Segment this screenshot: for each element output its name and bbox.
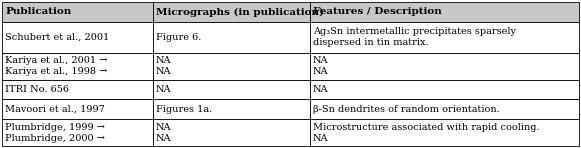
- Bar: [310, 2, 579, 22]
- Bar: [2, 79, 153, 99]
- Bar: [153, 22, 310, 53]
- Text: NA: NA: [313, 85, 328, 94]
- Text: NA
NA: NA NA: [156, 123, 171, 143]
- Text: Micrographs (in publication): Micrographs (in publication): [156, 7, 324, 17]
- Bar: [153, 119, 310, 146]
- Bar: [310, 119, 579, 146]
- Text: Schubert et al., 2001: Schubert et al., 2001: [5, 33, 109, 42]
- Text: Figures 1a.: Figures 1a.: [156, 105, 212, 114]
- Bar: [153, 79, 310, 99]
- Bar: [2, 53, 153, 79]
- Text: Plumbridge, 1999 →
Plumbridge, 2000 →: Plumbridge, 1999 → Plumbridge, 2000 →: [5, 123, 105, 143]
- Bar: [2, 99, 153, 119]
- Text: NA
NA: NA NA: [156, 56, 171, 76]
- Text: Ag₃Sn intermetallic precipitates sparsely
dispersed in tin matrix.: Ag₃Sn intermetallic precipitates sparsel…: [313, 27, 516, 48]
- Bar: [310, 79, 579, 99]
- Bar: [2, 2, 153, 22]
- Text: NA
NA: NA NA: [313, 56, 328, 76]
- Text: Kariya et al., 2001 →
Kariya et al., 1998 →: Kariya et al., 2001 → Kariya et al., 199…: [5, 56, 107, 76]
- Text: NA: NA: [156, 85, 171, 94]
- Text: Microstructure associated with rapid cooling.
NA: Microstructure associated with rapid coo…: [313, 123, 540, 143]
- Text: β-Sn dendrites of random orientation.: β-Sn dendrites of random orientation.: [313, 105, 500, 114]
- Bar: [153, 99, 310, 119]
- Bar: [153, 53, 310, 79]
- Text: Figure 6.: Figure 6.: [156, 33, 202, 42]
- Text: Publication: Publication: [5, 7, 71, 16]
- Bar: [310, 99, 579, 119]
- Text: Features / Description: Features / Description: [313, 7, 442, 16]
- Bar: [153, 2, 310, 22]
- Bar: [310, 22, 579, 53]
- Bar: [2, 22, 153, 53]
- Bar: [310, 53, 579, 79]
- Text: ITRI No. 656: ITRI No. 656: [5, 85, 69, 94]
- Bar: [2, 119, 153, 146]
- Text: Mavoori et al., 1997: Mavoori et al., 1997: [5, 105, 105, 114]
